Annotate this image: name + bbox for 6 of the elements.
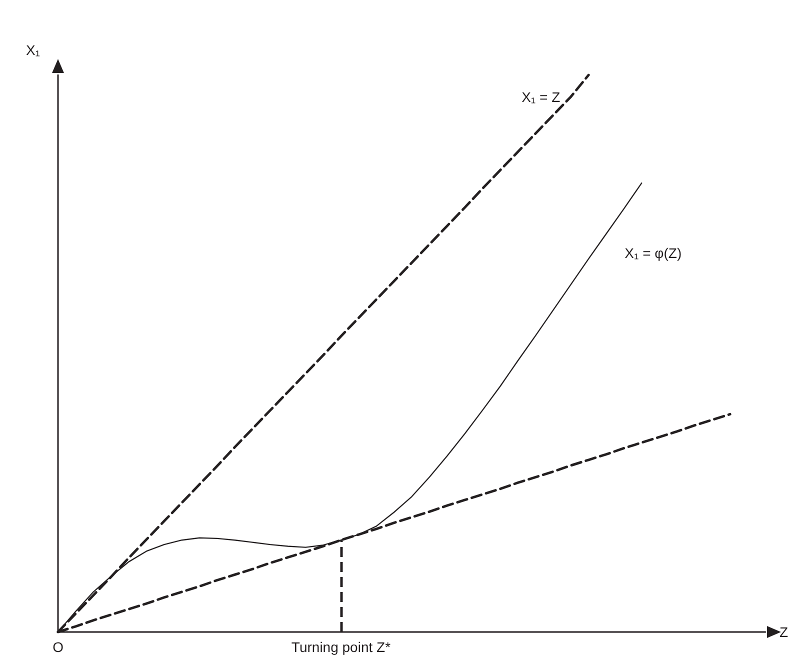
series-label: X₁ = φ(Z) [624,245,682,262]
x-tick-label: Turning point Z* [291,639,392,655]
series-label: X₁ = Z [522,89,561,105]
x-tick-label: O [52,639,64,655]
x-axis-title: Z [779,624,788,640]
y-axis-title: X₁ [26,42,40,58]
